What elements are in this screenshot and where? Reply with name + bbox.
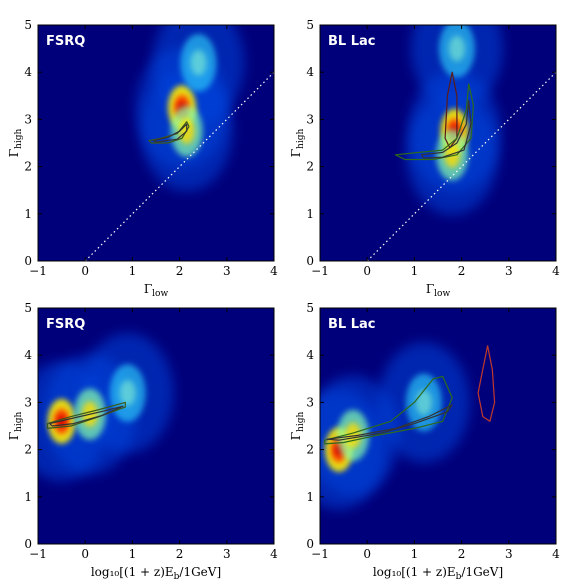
density-field bbox=[38, 332, 174, 482]
contour-1 bbox=[46, 401, 126, 429]
x-tick-label: 2 bbox=[176, 547, 184, 561]
x-tick-label: 4 bbox=[552, 264, 560, 278]
x-tick-label: 0 bbox=[363, 547, 371, 561]
axes-frame bbox=[37, 24, 275, 262]
x-tick-label: 2 bbox=[458, 264, 466, 278]
x-tick-label: 3 bbox=[505, 547, 513, 561]
y-tick-label: 3 bbox=[24, 395, 32, 409]
y-tick-label: 3 bbox=[306, 395, 314, 409]
x-tick-label: −1 bbox=[311, 264, 329, 278]
y-tick-label: 4 bbox=[24, 348, 32, 362]
y-tick-label: 1 bbox=[24, 207, 32, 221]
density-field bbox=[366, 25, 556, 261]
x-tick-label: −1 bbox=[29, 547, 47, 561]
contour-1 bbox=[148, 121, 190, 144]
contour-3 bbox=[326, 404, 453, 441]
y-tick-label: 2 bbox=[24, 443, 32, 457]
x-tick-label: 3 bbox=[223, 547, 231, 561]
y-tick-label: 0 bbox=[24, 254, 32, 268]
x-tick-label: 3 bbox=[223, 264, 231, 278]
x-tick-label: 1 bbox=[411, 547, 419, 561]
y-tick-label: 0 bbox=[306, 537, 314, 551]
axes-frame bbox=[37, 307, 275, 545]
density-peak-low bbox=[415, 389, 432, 416]
x-tick-label: 0 bbox=[81, 264, 89, 278]
x-tick-label: 0 bbox=[81, 547, 89, 561]
contour-2 bbox=[324, 375, 453, 445]
y-axis-label: Γhigh bbox=[289, 412, 306, 441]
axes-frame bbox=[319, 24, 557, 262]
y-tick-label: 1 bbox=[24, 490, 32, 504]
y-tick-label: 0 bbox=[24, 537, 32, 551]
y-tick-label: 4 bbox=[306, 348, 314, 362]
y-tick-label: 3 bbox=[306, 112, 314, 126]
panel-title: BL Lac bbox=[328, 317, 375, 332]
y-axis-label: Γhigh bbox=[7, 129, 24, 158]
density-field bbox=[320, 342, 496, 510]
x-tick-label: 3 bbox=[505, 264, 513, 278]
panel-title: FSRQ bbox=[46, 34, 85, 49]
y-tick-label: 2 bbox=[24, 160, 32, 174]
x-tick-label: 2 bbox=[176, 264, 184, 278]
axes-frame bbox=[319, 307, 557, 545]
x-axis-label: Γlow bbox=[426, 282, 451, 299]
x-axis-label: log₁₀[(1 + z)Eb/1GeV] bbox=[91, 565, 221, 581]
x-axis-label: Γlow bbox=[144, 282, 169, 299]
y-tick-label: 2 bbox=[306, 443, 314, 457]
x-tick-label: 0 bbox=[363, 264, 371, 278]
y-tick-label: 5 bbox=[24, 301, 32, 315]
y-axis-label: Γhigh bbox=[289, 129, 306, 158]
y-tick-label: 0 bbox=[306, 254, 314, 268]
density-peak-low bbox=[448, 35, 465, 62]
x-tick-label: −1 bbox=[29, 264, 47, 278]
x-tick-label: 4 bbox=[552, 547, 560, 561]
y-tick-label: 5 bbox=[24, 18, 32, 32]
x-tick-label: 4 bbox=[270, 264, 278, 278]
y-tick-label: 2 bbox=[306, 160, 314, 174]
contour-2 bbox=[394, 83, 474, 161]
x-axis-label: log₁₀[(1 + z)Eb/1GeV] bbox=[373, 565, 503, 581]
y-tick-label: 5 bbox=[306, 18, 314, 32]
density-field bbox=[84, 25, 274, 261]
y-tick-label: 4 bbox=[306, 65, 314, 79]
x-tick-label: 1 bbox=[129, 547, 137, 561]
contour-2 bbox=[49, 405, 124, 427]
contour-2 bbox=[153, 123, 188, 143]
y-tick-label: 1 bbox=[306, 207, 314, 221]
contour-1 bbox=[477, 345, 496, 422]
density-peak-low bbox=[190, 49, 207, 76]
y-tick-label: 1 bbox=[306, 490, 314, 504]
panel-title: FSRQ bbox=[46, 317, 85, 332]
x-tick-label: 2 bbox=[458, 547, 466, 561]
x-tick-label: −1 bbox=[311, 547, 329, 561]
x-tick-label: 1 bbox=[129, 264, 137, 278]
y-axis-label: Γhigh bbox=[7, 412, 24, 441]
density-peak-low bbox=[119, 380, 136, 406]
y-tick-label: 4 bbox=[24, 65, 32, 79]
x-tick-label: 1 bbox=[411, 264, 419, 278]
panel-title: BL Lac bbox=[328, 34, 375, 49]
contour-3 bbox=[420, 99, 472, 159]
x-tick-label: 4 bbox=[270, 547, 278, 561]
y-tick-label: 5 bbox=[306, 301, 314, 315]
y-tick-label: 3 bbox=[24, 112, 32, 126]
